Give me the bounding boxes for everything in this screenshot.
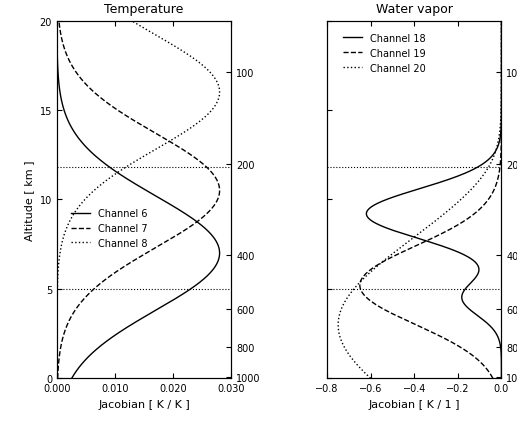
Channel 8 <box>126 163 132 169</box>
Channel 8 <box>128 19 134 24</box>
Channel 19 <box>498 28 505 33</box>
Channel 8 <box>76 204 82 209</box>
Title: Temperature: Temperature <box>104 3 184 16</box>
Channel 19 <box>490 376 496 381</box>
X-axis label: Jacobian [ K / K ]: Jacobian [ K / K ] <box>98 399 190 409</box>
Channel 6 <box>69 376 75 381</box>
Channel 19 <box>498 83 505 89</box>
Line: Channel 6: Channel 6 <box>57 22 220 378</box>
Channel 6 <box>54 28 60 33</box>
Channel 8 <box>98 183 104 188</box>
Channel 6 <box>170 204 176 209</box>
Channel 6 <box>174 206 180 212</box>
Channel 8 <box>74 206 81 212</box>
Line: Channel 19: Channel 19 <box>360 22 501 378</box>
Channel 18 <box>369 204 375 209</box>
Channel 20 <box>448 206 454 212</box>
Channel 18 <box>367 206 373 212</box>
Channel 8 <box>143 28 149 33</box>
Channel 20 <box>498 19 505 24</box>
Channel 6 <box>56 83 62 89</box>
Channel 7 <box>54 376 60 381</box>
X-axis label: Jacobian [ K / 1 ]: Jacobian [ K / 1 ] <box>369 399 460 409</box>
Channel 20 <box>498 83 505 89</box>
Channel 20 <box>368 376 374 381</box>
Channel 18 <box>429 183 435 188</box>
Line: Channel 20: Channel 20 <box>338 22 501 378</box>
Channel 18 <box>498 19 505 24</box>
Channel 18 <box>498 376 505 381</box>
Channel 7 <box>216 183 222 188</box>
Channel 8 <box>54 376 60 381</box>
Channel 7 <box>202 163 208 169</box>
Channel 6 <box>104 163 110 169</box>
Channel 7 <box>56 19 62 24</box>
Channel 7 <box>209 206 215 212</box>
Channel 6 <box>54 19 60 24</box>
Channel 8 <box>215 83 221 89</box>
Title: Water vapor: Water vapor <box>376 3 453 16</box>
Line: Channel 7: Channel 7 <box>57 22 220 378</box>
Channel 7 <box>84 83 90 89</box>
Line: Channel 8: Channel 8 <box>57 22 220 378</box>
Y-axis label: Altitude [ km ]: Altitude [ km ] <box>24 160 34 240</box>
Channel 19 <box>498 19 505 24</box>
Legend: Channel 6, Channel 7, Channel 8: Channel 6, Channel 7, Channel 8 <box>67 205 151 252</box>
Channel 20 <box>473 183 479 188</box>
Line: Channel 18: Channel 18 <box>367 22 501 378</box>
Channel 20 <box>486 163 493 169</box>
Channel 7 <box>210 204 217 209</box>
Channel 19 <box>477 206 483 212</box>
Channel 18 <box>478 163 484 169</box>
Channel 18 <box>498 28 505 33</box>
Channel 7 <box>57 28 63 33</box>
Channel 19 <box>480 204 486 209</box>
Channel 19 <box>493 183 499 188</box>
Channel 20 <box>450 204 457 209</box>
Channel 6 <box>133 183 140 188</box>
Legend: Channel 18, Channel 19, Channel 20: Channel 18, Channel 19, Channel 20 <box>339 30 430 77</box>
Channel 18 <box>498 83 505 89</box>
Channel 19 <box>497 163 503 169</box>
Channel 20 <box>498 28 505 33</box>
